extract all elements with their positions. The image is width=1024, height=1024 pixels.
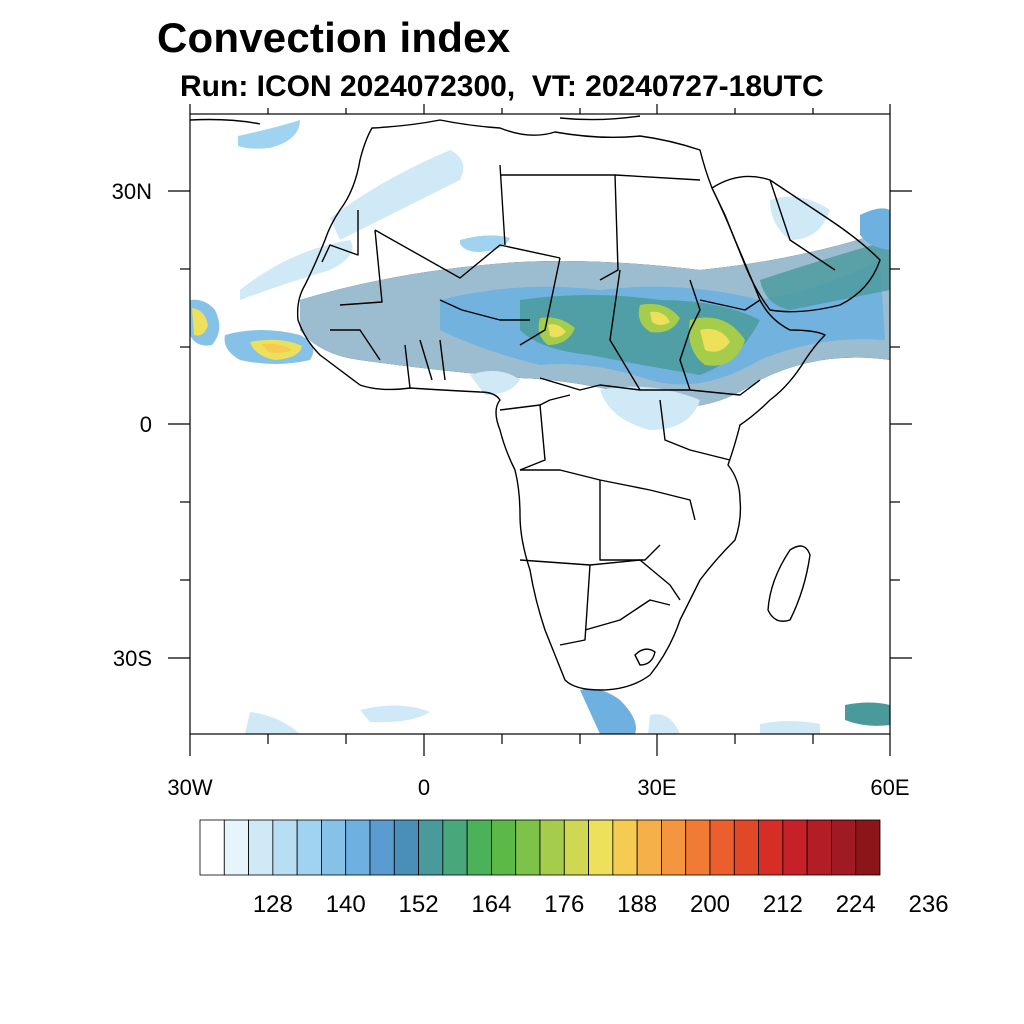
colorbar-swatch [199, 819, 225, 876]
colorbar-swatch [661, 819, 687, 876]
colorbar-swatch [369, 819, 395, 876]
colorbar-swatch [248, 819, 274, 876]
colorbar-tick-label: 176 [544, 891, 584, 918]
lon-label-30w: 30W [167, 775, 213, 800]
coastlines [190, 115, 881, 691]
colorbar-tick-label: 188 [617, 891, 657, 918]
lon-label-0: 0 [417, 775, 431, 800]
colorbar-tick-label: 224 [836, 891, 876, 918]
colorbar-swatch [806, 819, 832, 876]
colorbar-swatch [272, 819, 298, 876]
colorbar-tick-label: 152 [399, 891, 439, 918]
colorbar-swatch [782, 819, 808, 876]
colorbar-swatch [296, 819, 322, 876]
colorbar-swatch [393, 819, 419, 876]
colorbar-swatch [563, 819, 589, 876]
lat-label-0: 0 [139, 412, 152, 437]
colorbar-swatch [612, 819, 638, 876]
colorbar-tick-label: 236 [909, 891, 949, 918]
colorbar-swatch [733, 819, 759, 876]
lon-label-60e: 60E [870, 775, 910, 800]
colorbar-tick-label: 140 [326, 891, 366, 918]
colorbar-tick-label: 164 [471, 891, 511, 918]
colorbar-tick-label: 128 [253, 891, 293, 918]
colorbar-swatch [685, 819, 711, 876]
axis-ticks [168, 104, 912, 756]
colorbar-swatch [588, 819, 614, 876]
lat-label-30n: 30N [111, 179, 152, 204]
lat-label-30s: 30S [112, 646, 152, 671]
map-title: Convection index [157, 14, 511, 61]
colorbar-tick-label: 212 [763, 891, 803, 918]
colorbar-swatch [758, 819, 784, 876]
map-subtitle: Run: ICON 2024072300, VT: 20240727-18UTC [180, 70, 824, 103]
colorbar-swatch [855, 819, 881, 876]
colorbar-swatch [831, 819, 857, 876]
colorbar-swatch [321, 819, 347, 876]
colorbar-swatch [491, 819, 517, 876]
lon-label-30e: 30E [637, 775, 677, 800]
colorbar-swatch [636, 819, 662, 876]
colorbar-swatch [539, 819, 565, 876]
colorbar-swatch [709, 819, 735, 876]
colorbar-swatch [418, 819, 444, 876]
colorbar-swatch [466, 819, 492, 876]
colorbar-swatch [345, 819, 371, 876]
colorbar-tick-label: 200 [690, 891, 730, 918]
colorbar-swatch [223, 819, 249, 876]
colorbar-swatch [515, 819, 541, 876]
colorbar-swatch [442, 819, 468, 876]
